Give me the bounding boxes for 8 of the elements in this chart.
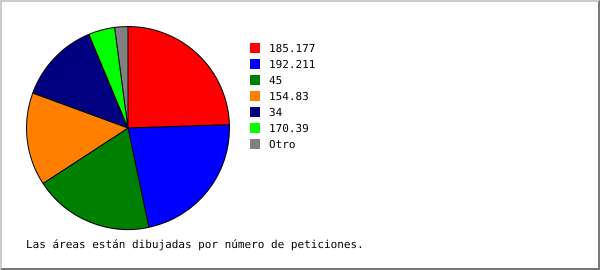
legend-label: 192.211 [269,58,316,70]
legend-label: 154.83 [269,90,309,102]
legend-label: Otro [269,138,296,150]
legend-label: 34 [269,106,282,118]
legend-label: 170.39 [269,122,309,134]
legend-label: 185.177 [269,42,316,54]
text: Las áreas están dibujadas por número de peticiones. [26,238,364,251]
legend-label: 45 [269,74,282,86]
